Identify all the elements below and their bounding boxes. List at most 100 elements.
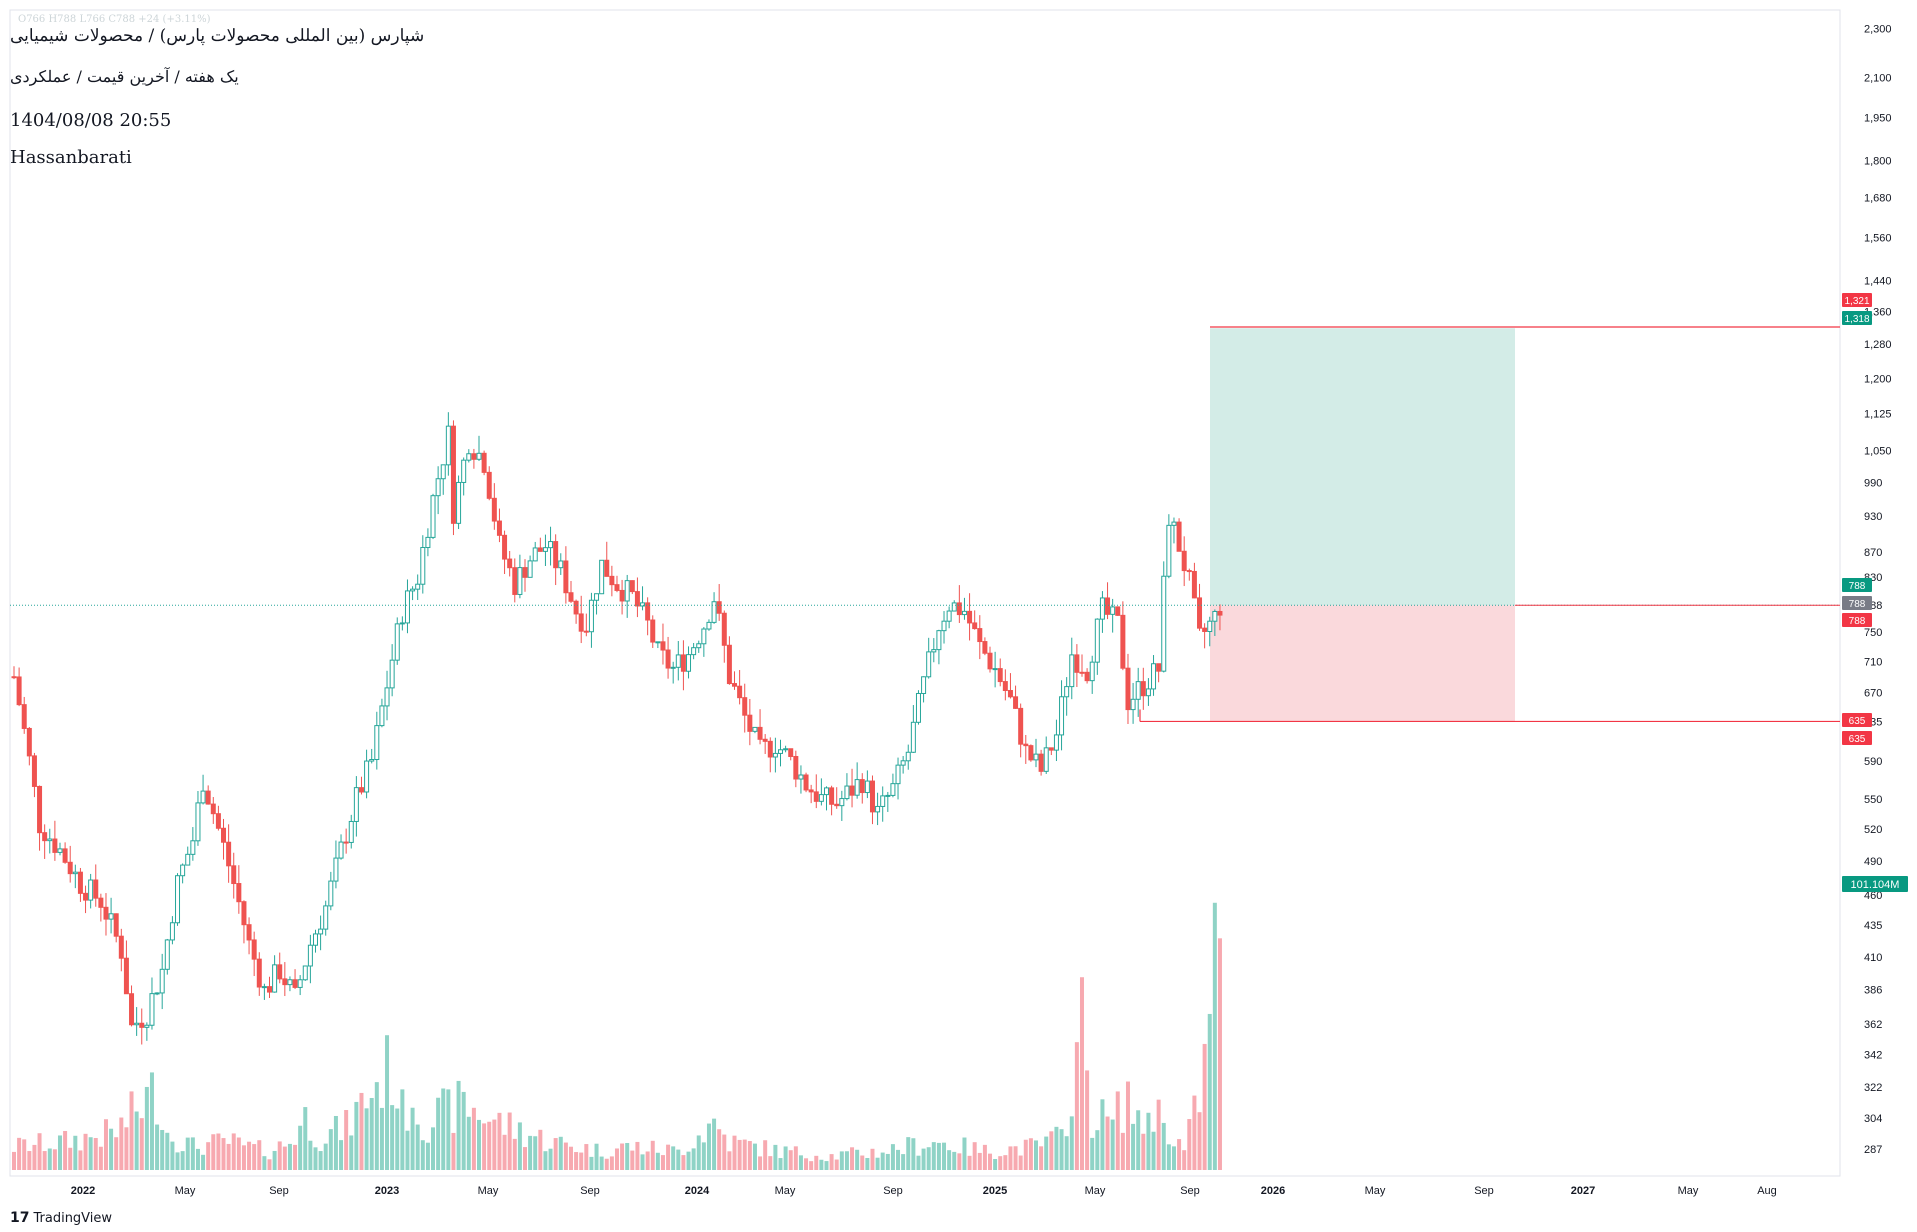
volume-bar xyxy=(98,1146,103,1170)
volume-bar xyxy=(436,1097,441,1170)
volume-bar xyxy=(594,1143,599,1170)
candle-body xyxy=(767,740,773,758)
candle-body xyxy=(772,752,778,758)
candle-body xyxy=(599,559,605,595)
price-badge-label: 788 xyxy=(1849,599,1866,610)
volume-bar xyxy=(354,1101,359,1170)
volume-bar xyxy=(1110,1119,1115,1170)
candle-body xyxy=(481,452,487,473)
candle-body xyxy=(67,861,73,875)
price-badge-label: 1,321 xyxy=(1844,296,1869,307)
candle-body xyxy=(1166,524,1172,577)
y-tick-label: 342 xyxy=(1864,1050,1882,1062)
volume-bar xyxy=(844,1151,849,1170)
volume-bar xyxy=(231,1133,236,1170)
price-badge-label: 788 xyxy=(1849,581,1866,592)
y-tick-label: 410 xyxy=(1864,952,1882,964)
volume-bar xyxy=(1074,1042,1079,1170)
candle-body xyxy=(762,738,768,742)
volume-bar xyxy=(870,1148,875,1170)
volume-bar xyxy=(982,1144,987,1170)
volume-bar xyxy=(339,1140,344,1170)
volume-bar xyxy=(502,1134,507,1170)
tradingview-logo-icon: 17 xyxy=(10,1210,30,1226)
volume-bar xyxy=(298,1125,303,1170)
candle-body xyxy=(1130,698,1136,711)
y-tick-label: 287 xyxy=(1864,1144,1882,1156)
volume-bar xyxy=(681,1155,686,1170)
candle-body xyxy=(93,879,99,899)
candle-body xyxy=(1176,521,1182,552)
candle-body xyxy=(37,785,43,834)
volume-bar xyxy=(655,1152,660,1170)
candle-body xyxy=(169,922,175,941)
volume-bar xyxy=(446,1089,451,1170)
volume-bar xyxy=(359,1092,364,1170)
candle-body xyxy=(221,827,227,843)
candle-body xyxy=(328,880,334,907)
volume-bar xyxy=(737,1139,742,1170)
candle-body xyxy=(788,748,794,757)
y-tick-label: 1,950 xyxy=(1864,112,1892,124)
volume-bar xyxy=(1054,1126,1059,1170)
volume-bar xyxy=(282,1146,287,1170)
volume-bar xyxy=(364,1108,369,1170)
y-tick-label: 590 xyxy=(1864,756,1882,768)
volume-bar xyxy=(1105,1116,1110,1170)
x-tick-label: May xyxy=(478,1185,499,1197)
candle-body xyxy=(180,864,186,877)
volume-bar xyxy=(793,1146,798,1170)
volume-bar xyxy=(599,1156,604,1170)
candle-body xyxy=(1018,707,1024,745)
candle-body xyxy=(16,676,22,706)
y-tick-label: 490 xyxy=(1864,856,1882,868)
volume-bar xyxy=(880,1152,885,1170)
volume-bar xyxy=(195,1148,200,1170)
volume-bar xyxy=(609,1156,614,1170)
volume-bar xyxy=(952,1151,957,1170)
volume-bar xyxy=(1003,1155,1008,1170)
volume-bar xyxy=(1161,1122,1166,1170)
time-axis[interactable]: 2022 May Sep 2023 May Sep 2024 May Sep 2025 May Sep… xyxy=(71,1185,1777,1197)
candle-body xyxy=(967,610,973,624)
plot-area xyxy=(9,9,1841,1177)
candle-body xyxy=(123,957,129,995)
candle-body xyxy=(665,649,671,669)
candle-body xyxy=(502,534,508,560)
volume-bar xyxy=(911,1138,916,1170)
candle-body xyxy=(103,906,109,920)
volume-bar xyxy=(1085,1070,1090,1170)
volume-bar xyxy=(22,1139,27,1170)
volume-bar xyxy=(691,1148,696,1170)
volume-bar xyxy=(1207,1013,1212,1170)
candle-body xyxy=(440,464,446,480)
candle-body xyxy=(798,774,804,780)
candle-body xyxy=(1069,654,1075,688)
candle-body xyxy=(803,774,809,791)
x-tick-label: May xyxy=(1678,1185,1699,1197)
candle-body xyxy=(987,652,993,670)
candle-body xyxy=(1212,610,1218,622)
candle-body xyxy=(404,590,410,624)
candle-body xyxy=(982,641,988,654)
candle-body xyxy=(972,622,978,630)
candle-body xyxy=(588,599,594,633)
volume-bar xyxy=(967,1155,972,1170)
candle-body xyxy=(185,853,191,866)
candle-body xyxy=(1120,614,1126,669)
volume-bar xyxy=(170,1141,175,1170)
candle-body xyxy=(450,425,456,524)
candle-body xyxy=(808,789,814,793)
volume-bar xyxy=(134,1111,139,1170)
volume-bar xyxy=(236,1137,241,1170)
candle-body xyxy=(1099,597,1105,620)
volume-bar xyxy=(277,1141,282,1170)
x-tick-label: May xyxy=(175,1185,196,1197)
candle-body xyxy=(1079,671,1085,674)
y-tick-label: 322 xyxy=(1864,1082,1882,1094)
volume-bar xyxy=(461,1091,466,1170)
candle-body xyxy=(604,559,610,577)
volume-bar xyxy=(798,1155,803,1170)
volume-bar xyxy=(369,1097,374,1170)
